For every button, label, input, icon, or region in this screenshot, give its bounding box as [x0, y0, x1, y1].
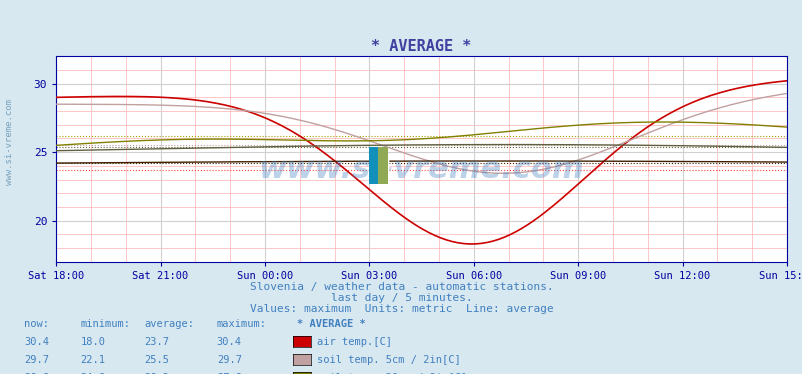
Text: 29.7: 29.7	[217, 355, 241, 365]
Text: now:: now:	[24, 319, 49, 329]
Text: 22.1: 22.1	[80, 355, 105, 365]
Text: last day / 5 minutes.: last day / 5 minutes.	[330, 293, 472, 303]
Text: 23.7: 23.7	[144, 337, 169, 347]
Text: 26.2: 26.2	[144, 373, 169, 374]
Text: average:: average:	[144, 319, 194, 329]
Text: 30.4: 30.4	[217, 337, 241, 347]
Text: 27.8: 27.8	[217, 373, 241, 374]
Text: maximum:: maximum:	[217, 319, 266, 329]
Title: * AVERAGE *: * AVERAGE *	[371, 39, 471, 53]
Text: 26.6: 26.6	[24, 373, 49, 374]
Text: Slovenia / weather data - automatic stations.: Slovenia / weather data - automatic stat…	[249, 282, 553, 292]
Text: 30.4: 30.4	[24, 337, 49, 347]
Text: air temp.[C]: air temp.[C]	[317, 337, 391, 347]
FancyBboxPatch shape	[368, 147, 378, 184]
Text: soil temp. 20cm / 8in[C]: soil temp. 20cm / 8in[C]	[317, 373, 467, 374]
Text: www.si-vreme.com: www.si-vreme.com	[5, 99, 14, 185]
Text: 24.6: 24.6	[80, 373, 105, 374]
FancyBboxPatch shape	[378, 147, 387, 184]
Text: soil temp. 5cm / 2in[C]: soil temp. 5cm / 2in[C]	[317, 355, 460, 365]
Text: 29.7: 29.7	[24, 355, 49, 365]
Text: www.si-vreme.com: www.si-vreme.com	[258, 155, 584, 184]
Text: * AVERAGE *: * AVERAGE *	[297, 319, 366, 329]
Text: Values: maximum  Units: metric  Line: average: Values: maximum Units: metric Line: aver…	[249, 304, 553, 314]
FancyBboxPatch shape	[368, 147, 387, 184]
Text: 18.0: 18.0	[80, 337, 105, 347]
Text: minimum:: minimum:	[80, 319, 130, 329]
Text: 25.5: 25.5	[144, 355, 169, 365]
